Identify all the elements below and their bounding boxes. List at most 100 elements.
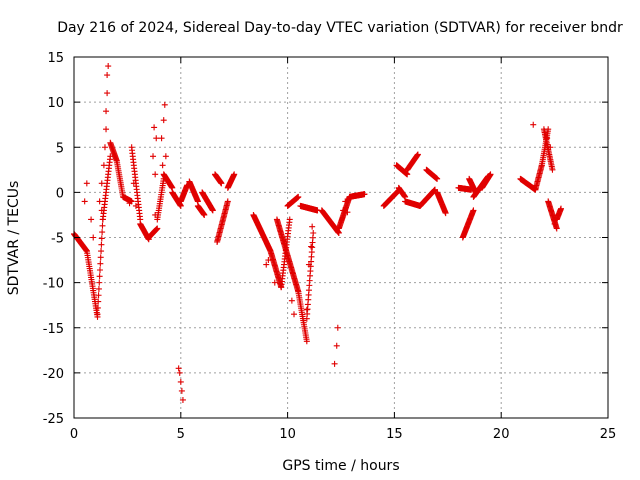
data-point: [303, 338, 310, 345]
data-point: [152, 171, 159, 178]
data-point: [231, 171, 238, 178]
data-point: [130, 180, 137, 187]
data-markers: [71, 63, 565, 403]
data-point: [530, 121, 537, 128]
data-point: [286, 216, 293, 223]
data-point: [549, 166, 556, 173]
y-tick-label: -5: [51, 232, 64, 247]
data-point: [162, 153, 169, 160]
data-point: [152, 211, 159, 218]
data-point: [553, 225, 560, 232]
data-point: [291, 311, 298, 318]
data-point: [126, 200, 133, 207]
data-point: [97, 260, 104, 267]
data-point: [96, 266, 103, 273]
data-point: [153, 135, 160, 142]
grid: [74, 57, 608, 418]
x-tick-label: 5: [177, 427, 185, 442]
data-point: [218, 180, 225, 187]
data-point: [150, 153, 157, 160]
data-point: [414, 151, 421, 158]
data-point: [361, 191, 368, 198]
y-tick-label: -15: [43, 322, 64, 337]
data-point: [551, 220, 558, 227]
x-tick-label: 0: [70, 427, 78, 442]
data-point: [88, 216, 95, 223]
data-point: [97, 254, 104, 261]
data-point: [178, 387, 185, 394]
data-point: [83, 180, 90, 187]
data-point: [333, 342, 340, 349]
data-point: [98, 248, 105, 255]
y-tick-label: 10: [47, 96, 64, 111]
data-point: [101, 144, 108, 151]
data-point: [308, 243, 315, 250]
data-point: [98, 180, 105, 187]
data-point: [549, 211, 556, 218]
x-tick-label: 25: [600, 427, 617, 442]
data-point: [295, 193, 302, 200]
data-point: [344, 209, 351, 216]
data-point: [177, 378, 184, 385]
data-point: [154, 225, 161, 232]
data-point: [340, 207, 347, 214]
data-point: [90, 234, 97, 241]
data-point: [96, 198, 103, 205]
data-point: [342, 198, 349, 205]
y-tick-label: 15: [47, 51, 64, 66]
data-point: [81, 198, 88, 205]
x-tick-label: 15: [386, 427, 403, 442]
data-point: [98, 241, 105, 248]
y-tick-label: 0: [56, 186, 64, 201]
data-point: [224, 198, 231, 205]
data-point: [94, 304, 101, 311]
data-point: [99, 222, 106, 229]
data-point: [95, 292, 102, 299]
data-point: [288, 297, 295, 304]
data-point: [470, 207, 477, 214]
data-point: [98, 207, 105, 214]
data-point: [158, 135, 165, 142]
data-point: [151, 124, 158, 131]
data-point: [132, 202, 139, 209]
data-point: [104, 72, 111, 79]
x-tick-label: 10: [279, 427, 296, 442]
data-point: [105, 63, 112, 70]
data-point: [265, 257, 272, 264]
data-point: [160, 117, 167, 124]
data-point: [434, 175, 441, 182]
data-point: [271, 279, 278, 286]
data-point: [100, 162, 107, 169]
data-point: [263, 261, 270, 268]
data-point: [179, 396, 186, 403]
axis-ticks: 0 5 10 15 20 25 -25 -20 -15 -10 -5 0 5 10 15: [43, 51, 617, 442]
y-tick-label: -25: [43, 412, 64, 427]
data-point: [103, 126, 110, 133]
data-point: [104, 90, 111, 97]
x-axis-label: GPS time / hours: [282, 458, 399, 474]
data-point: [558, 205, 565, 212]
data-point: [95, 285, 102, 292]
data-point: [161, 101, 168, 108]
chart-title: Day 216 of 2024, Sidereal Day-to-day VTE…: [57, 20, 623, 36]
y-axis-label: SDTVAR / TECUs: [6, 181, 22, 296]
data-point: [176, 369, 183, 376]
data-point: [309, 223, 316, 230]
data-point: [98, 235, 105, 242]
data-point: [103, 108, 110, 115]
data-point: [94, 311, 101, 318]
data-point: [487, 171, 494, 178]
data-point: [331, 360, 338, 367]
data-point: [96, 273, 103, 280]
data-point: [334, 324, 341, 331]
data-point: [310, 229, 317, 236]
y-tick-label: -10: [43, 277, 64, 292]
data-point: [96, 279, 103, 286]
data-point: [159, 162, 166, 169]
data-point: [442, 210, 449, 217]
data-point: [305, 261, 312, 268]
x-tick-label: 20: [493, 427, 510, 442]
data-point: [303, 306, 310, 313]
data-point: [175, 365, 182, 372]
